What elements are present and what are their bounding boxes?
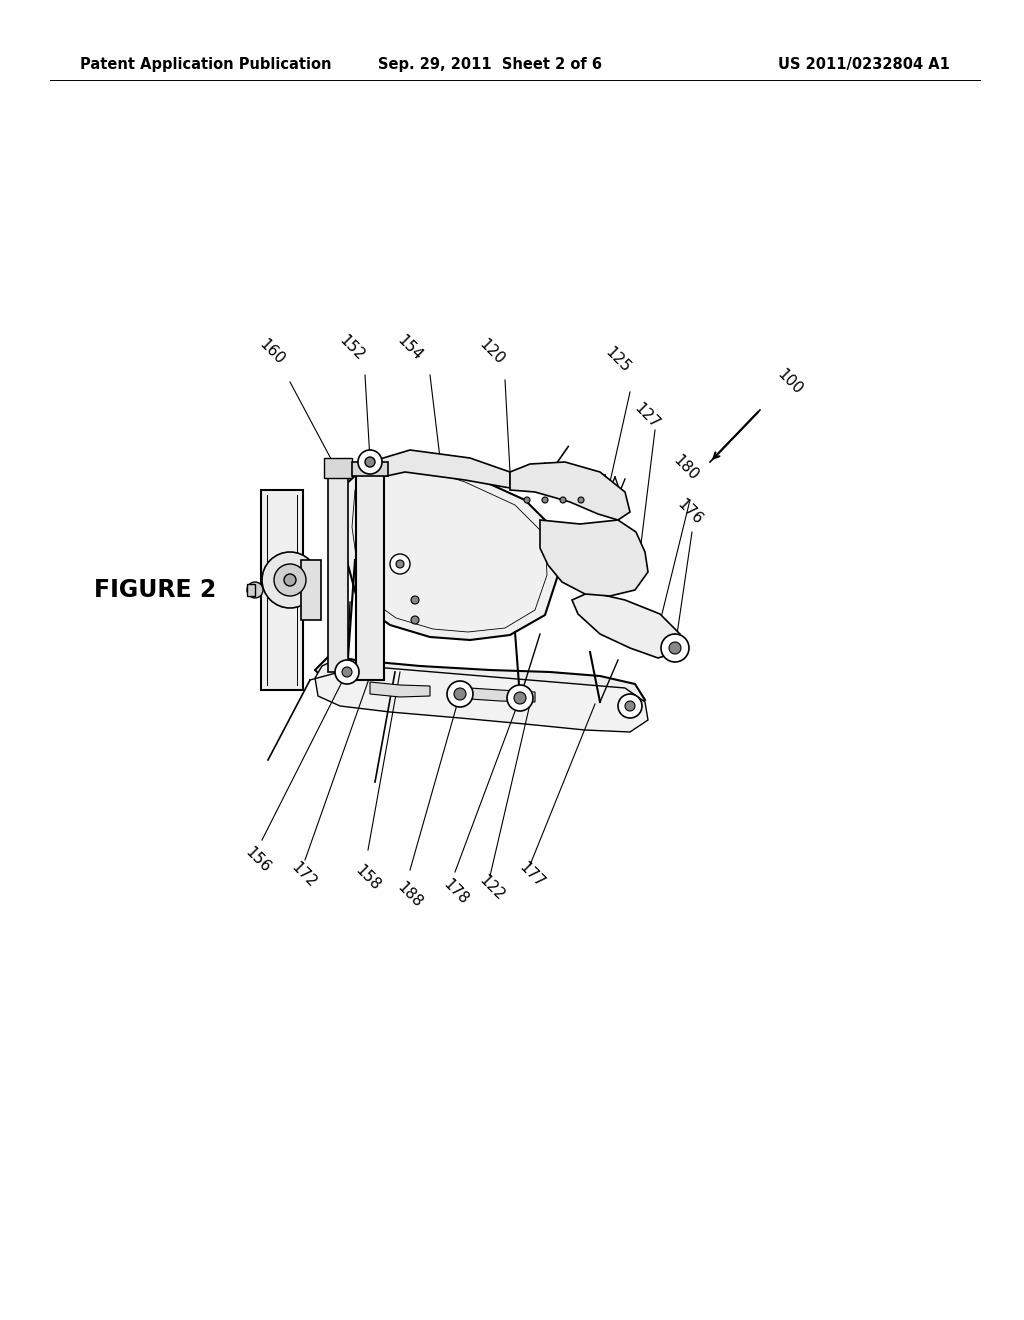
Circle shape [411, 616, 419, 624]
Text: 177: 177 [516, 859, 548, 891]
Circle shape [560, 498, 566, 503]
Text: 156: 156 [243, 845, 273, 875]
Polygon shape [510, 462, 630, 520]
Polygon shape [540, 520, 648, 597]
Circle shape [524, 498, 530, 503]
Text: 180: 180 [671, 453, 701, 483]
Text: 154: 154 [394, 333, 426, 363]
Circle shape [342, 667, 352, 677]
Circle shape [411, 597, 419, 605]
Text: Patent Application Publication: Patent Application Publication [80, 58, 332, 73]
Polygon shape [368, 450, 510, 488]
Circle shape [274, 564, 306, 597]
Text: 125: 125 [602, 345, 634, 375]
Text: 172: 172 [289, 859, 319, 891]
Bar [247, 583, 255, 597]
Polygon shape [315, 655, 645, 711]
Circle shape [618, 694, 642, 718]
Text: FIGURE 2: FIGURE 2 [94, 578, 216, 602]
Polygon shape [572, 591, 680, 657]
Text: 188: 188 [394, 879, 426, 911]
Text: 160: 160 [256, 337, 288, 367]
Text: 158: 158 [352, 862, 384, 894]
Circle shape [454, 688, 466, 700]
Polygon shape [315, 660, 648, 733]
Text: Sep. 29, 2011  Sheet 2 of 6: Sep. 29, 2011 Sheet 2 of 6 [378, 58, 602, 73]
Circle shape [625, 701, 635, 711]
Bar [324, 458, 352, 478]
Circle shape [284, 574, 296, 586]
Circle shape [578, 498, 584, 503]
Bar [274, 506, 289, 675]
Circle shape [447, 681, 473, 708]
Bar [301, 560, 321, 620]
Polygon shape [370, 682, 430, 697]
Text: 127: 127 [632, 400, 663, 432]
Circle shape [542, 498, 548, 503]
Polygon shape [342, 458, 558, 640]
Text: 100: 100 [774, 367, 806, 397]
Bar [356, 470, 384, 680]
Circle shape [247, 582, 263, 598]
Circle shape [507, 685, 534, 711]
Text: 122: 122 [476, 873, 508, 903]
Polygon shape [455, 686, 535, 702]
Circle shape [514, 692, 526, 704]
Circle shape [662, 634, 689, 663]
Circle shape [396, 560, 404, 568]
Circle shape [262, 552, 318, 609]
Bar [352, 462, 388, 477]
Circle shape [669, 642, 681, 653]
Text: 178: 178 [440, 876, 471, 908]
Bar [328, 470, 348, 672]
Text: 120: 120 [476, 337, 508, 367]
Circle shape [365, 457, 375, 467]
Text: 152: 152 [337, 333, 368, 363]
Circle shape [358, 450, 382, 474]
Text: 176: 176 [675, 496, 706, 528]
Bar [261, 490, 303, 690]
Circle shape [335, 660, 359, 684]
Text: US 2011/0232804 A1: US 2011/0232804 A1 [778, 58, 950, 73]
Circle shape [390, 554, 410, 574]
